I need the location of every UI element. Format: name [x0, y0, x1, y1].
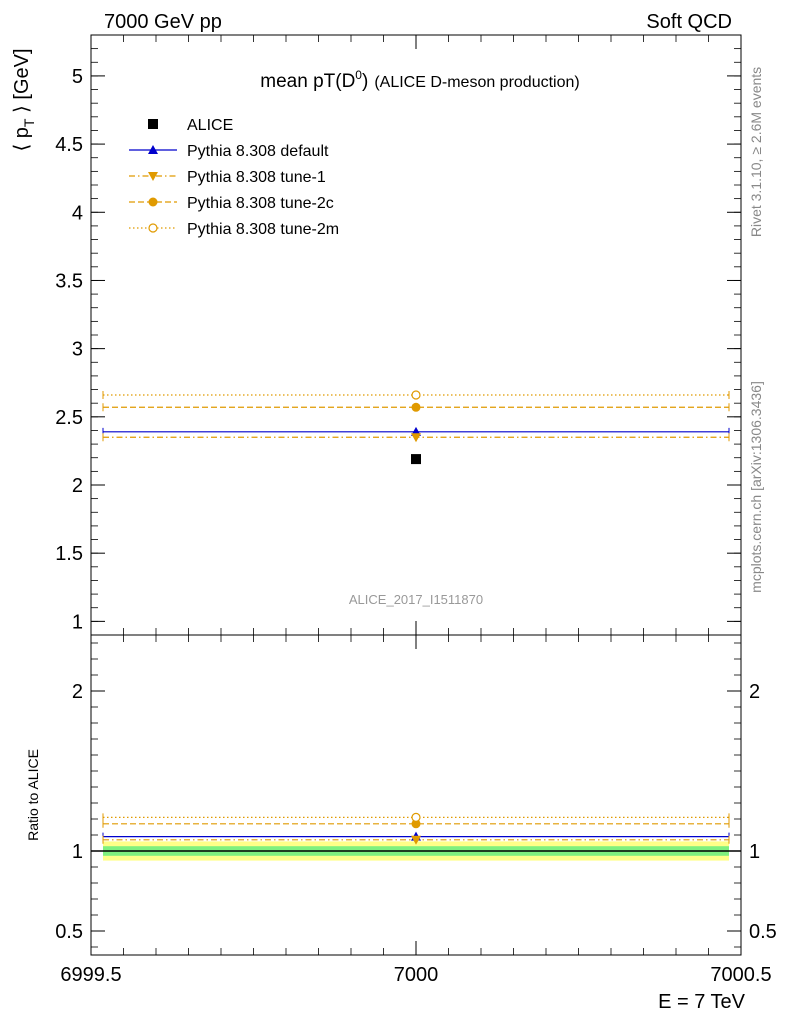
- ratio-ytick-label: 1: [72, 841, 83, 863]
- legend-marker: [148, 145, 158, 154]
- legend-marker: [148, 119, 158, 129]
- main-ytick-label: 1: [72, 611, 83, 633]
- main-ytick-label: 4: [72, 202, 83, 224]
- main-ytick-label: 2: [72, 475, 83, 497]
- legend-label: Pythia 8.308 tune-2c: [187, 195, 334, 212]
- main-panel: 1 1.5 2 2.5 3 3.5 4 4.5 5: [55, 34, 742, 636]
- rivet-label: Rivet 3.1.10, ≥ 2.6M events: [748, 67, 764, 237]
- legend: ALICE Pythia 8.308 default Pythia 8.308 tu…: [129, 117, 339, 238]
- legend-label: Pythia 8.308 default: [187, 143, 329, 160]
- legend-marker: [148, 172, 158, 181]
- data-point: [411, 390, 421, 400]
- main-ytick-label: 2.5: [55, 407, 83, 429]
- ratio-ytick-label: 2: [72, 681, 83, 703]
- ratio-frame: [90, 634, 742, 956]
- main-ylabel: ⟨ pT ⟩ [GeV]: [11, 48, 37, 151]
- xtick-label: 7000.5: [710, 964, 771, 986]
- ratio-xlabel: E = 7 TeV: [658, 991, 746, 1013]
- mcplots-label: mcplots.cern.ch [arXiv:1306.3436]: [748, 381, 764, 593]
- main-ytick-label: 3.5: [55, 270, 83, 292]
- legend-label: Pythia 8.308 tune-1: [187, 169, 326, 186]
- main-ytick-label: 5: [72, 66, 83, 88]
- legend-marker: [148, 197, 158, 207]
- ratio-data-point: [411, 819, 421, 829]
- data-point: [411, 433, 421, 443]
- ratio-data-point: [411, 812, 421, 823]
- data-point: [411, 402, 421, 412]
- xtick-label: 6999.5: [60, 964, 121, 986]
- ratio-ytick-label-right: 2: [749, 681, 760, 703]
- legend-label: ALICE: [187, 117, 233, 134]
- ratio-data-point: [411, 835, 421, 845]
- ratio-ytick-label-right: 1: [749, 841, 760, 863]
- xtick-label: 7000: [394, 964, 439, 986]
- main-ytick-label: 4.5: [55, 134, 83, 156]
- main-ytick-label: 3: [72, 339, 83, 361]
- ratio-panel: 0.5 0.5 1 1 2 2 6999.5 7000 7000.5: [55, 35, 777, 986]
- legend-label: Pythia 8.308 tune-2m: [187, 221, 339, 238]
- data-point: [411, 454, 421, 465]
- ratio-ytick-label: 0.5: [55, 921, 83, 943]
- legend-marker: [148, 223, 158, 233]
- header-left: 7000 GeV pp: [104, 11, 222, 33]
- main-ytick-label: 1.5: [55, 543, 83, 565]
- ratio-ytick-label-right: 0.5: [749, 921, 777, 943]
- main-title: mean pT(D0) (ALICE D-meson production): [260, 68, 579, 92]
- ratio-ylabel: Ratio to ALICE: [25, 749, 41, 841]
- watermark: ALICE_2017_I1511870: [349, 592, 483, 607]
- header-right: Soft QCD: [646, 11, 732, 33]
